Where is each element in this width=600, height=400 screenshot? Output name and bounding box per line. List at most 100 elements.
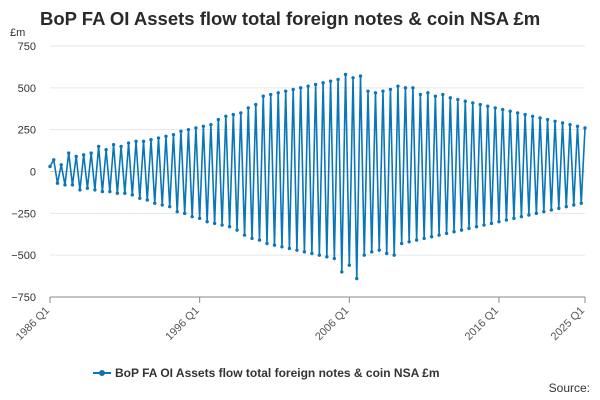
data-point (504, 218, 509, 222)
data-point (452, 230, 456, 234)
data-point (459, 228, 464, 232)
data-point (123, 191, 127, 195)
data-point (340, 270, 344, 274)
data-point (265, 241, 269, 246)
data-point (212, 221, 217, 226)
data-point (205, 220, 209, 224)
data-point (59, 163, 63, 167)
data-point (295, 248, 299, 252)
chart-title: BoP FA OI Assets flow total foreign note… (40, 8, 541, 29)
data-point (141, 139, 146, 144)
x-tick-label: 2025 Q1 (549, 305, 587, 343)
data-point (358, 74, 363, 78)
chart-legend[interactable]: BoP FA OI Assets flow total foreign note… (93, 366, 440, 380)
data-point (254, 102, 258, 107)
data-point (336, 77, 340, 82)
data-point (373, 91, 378, 95)
data-point (67, 151, 71, 155)
data-point (310, 251, 314, 256)
data-point (527, 213, 531, 217)
data-point (119, 144, 123, 149)
data-point (55, 181, 60, 185)
data-point (276, 91, 280, 95)
data-point (100, 189, 105, 194)
data-point (530, 114, 535, 118)
data-point (474, 225, 479, 229)
data-point (261, 94, 265, 98)
data-point (463, 99, 467, 103)
data-point (437, 233, 441, 237)
data-point (138, 196, 142, 200)
data-point (164, 134, 168, 139)
data-point (291, 87, 295, 92)
data-point (512, 216, 516, 221)
y-tick-label: −250 (11, 208, 36, 220)
data-point (197, 216, 202, 221)
data-point (227, 225, 232, 229)
series-line (49, 73, 586, 280)
data-point (542, 209, 546, 214)
data-point (168, 204, 172, 209)
data-point (63, 183, 67, 187)
data-point (220, 223, 224, 227)
data-point (508, 109, 512, 113)
data-point (216, 117, 221, 122)
data-point (489, 221, 494, 226)
legend-label: BoP FA OI Assets flow total foreign note… (115, 366, 440, 380)
data-point (392, 253, 396, 257)
legend-line-marker-icon (93, 368, 111, 378)
data-point (366, 89, 370, 93)
data-point (186, 127, 191, 132)
data-point (111, 143, 116, 147)
data-point (403, 86, 408, 90)
data-point (515, 111, 520, 115)
data-point (564, 204, 568, 209)
data-point (448, 96, 453, 100)
data-point (478, 102, 482, 107)
data-point (399, 241, 404, 246)
x-tick-label: 2016 Q1 (463, 305, 501, 343)
data-point (557, 206, 561, 211)
data-point (70, 183, 75, 187)
data-point (235, 228, 239, 232)
data-point (422, 236, 426, 241)
data-point (433, 94, 438, 98)
y-tick-label: 250 (18, 125, 36, 137)
data-point (482, 223, 486, 227)
data-point (351, 76, 355, 80)
x-tick-label: 1996 Q1 (163, 305, 201, 343)
data-point (500, 107, 505, 112)
data-point (160, 203, 164, 207)
data-point (385, 251, 389, 256)
data-point (93, 188, 97, 192)
data-point (396, 84, 400, 88)
data-point (321, 81, 325, 85)
data-point (89, 151, 93, 155)
data-point (126, 141, 131, 145)
y-tick-label: −750 (11, 292, 36, 304)
data-point (441, 92, 445, 97)
y-tick-label: 750 (18, 41, 36, 53)
data-point (568, 122, 572, 127)
data-point (370, 250, 374, 254)
data-point (545, 117, 550, 122)
data-point (534, 211, 539, 216)
data-point (280, 245, 284, 249)
data-point (388, 87, 393, 92)
data-point (467, 226, 471, 231)
data-point (553, 119, 557, 124)
data-point (194, 126, 198, 130)
data-point (287, 246, 292, 251)
data-point (381, 89, 385, 93)
data-point (579, 201, 583, 205)
x-tick-label: 2006 Q1 (313, 305, 351, 343)
data-point (96, 144, 101, 149)
data-point (332, 256, 337, 261)
x-tick-label: 1986 Q1 (14, 305, 52, 343)
data-point (549, 208, 554, 212)
data-point (242, 233, 247, 237)
data-point (283, 89, 288, 93)
data-point (257, 238, 262, 242)
data-point (575, 124, 580, 129)
data-point (560, 121, 565, 125)
